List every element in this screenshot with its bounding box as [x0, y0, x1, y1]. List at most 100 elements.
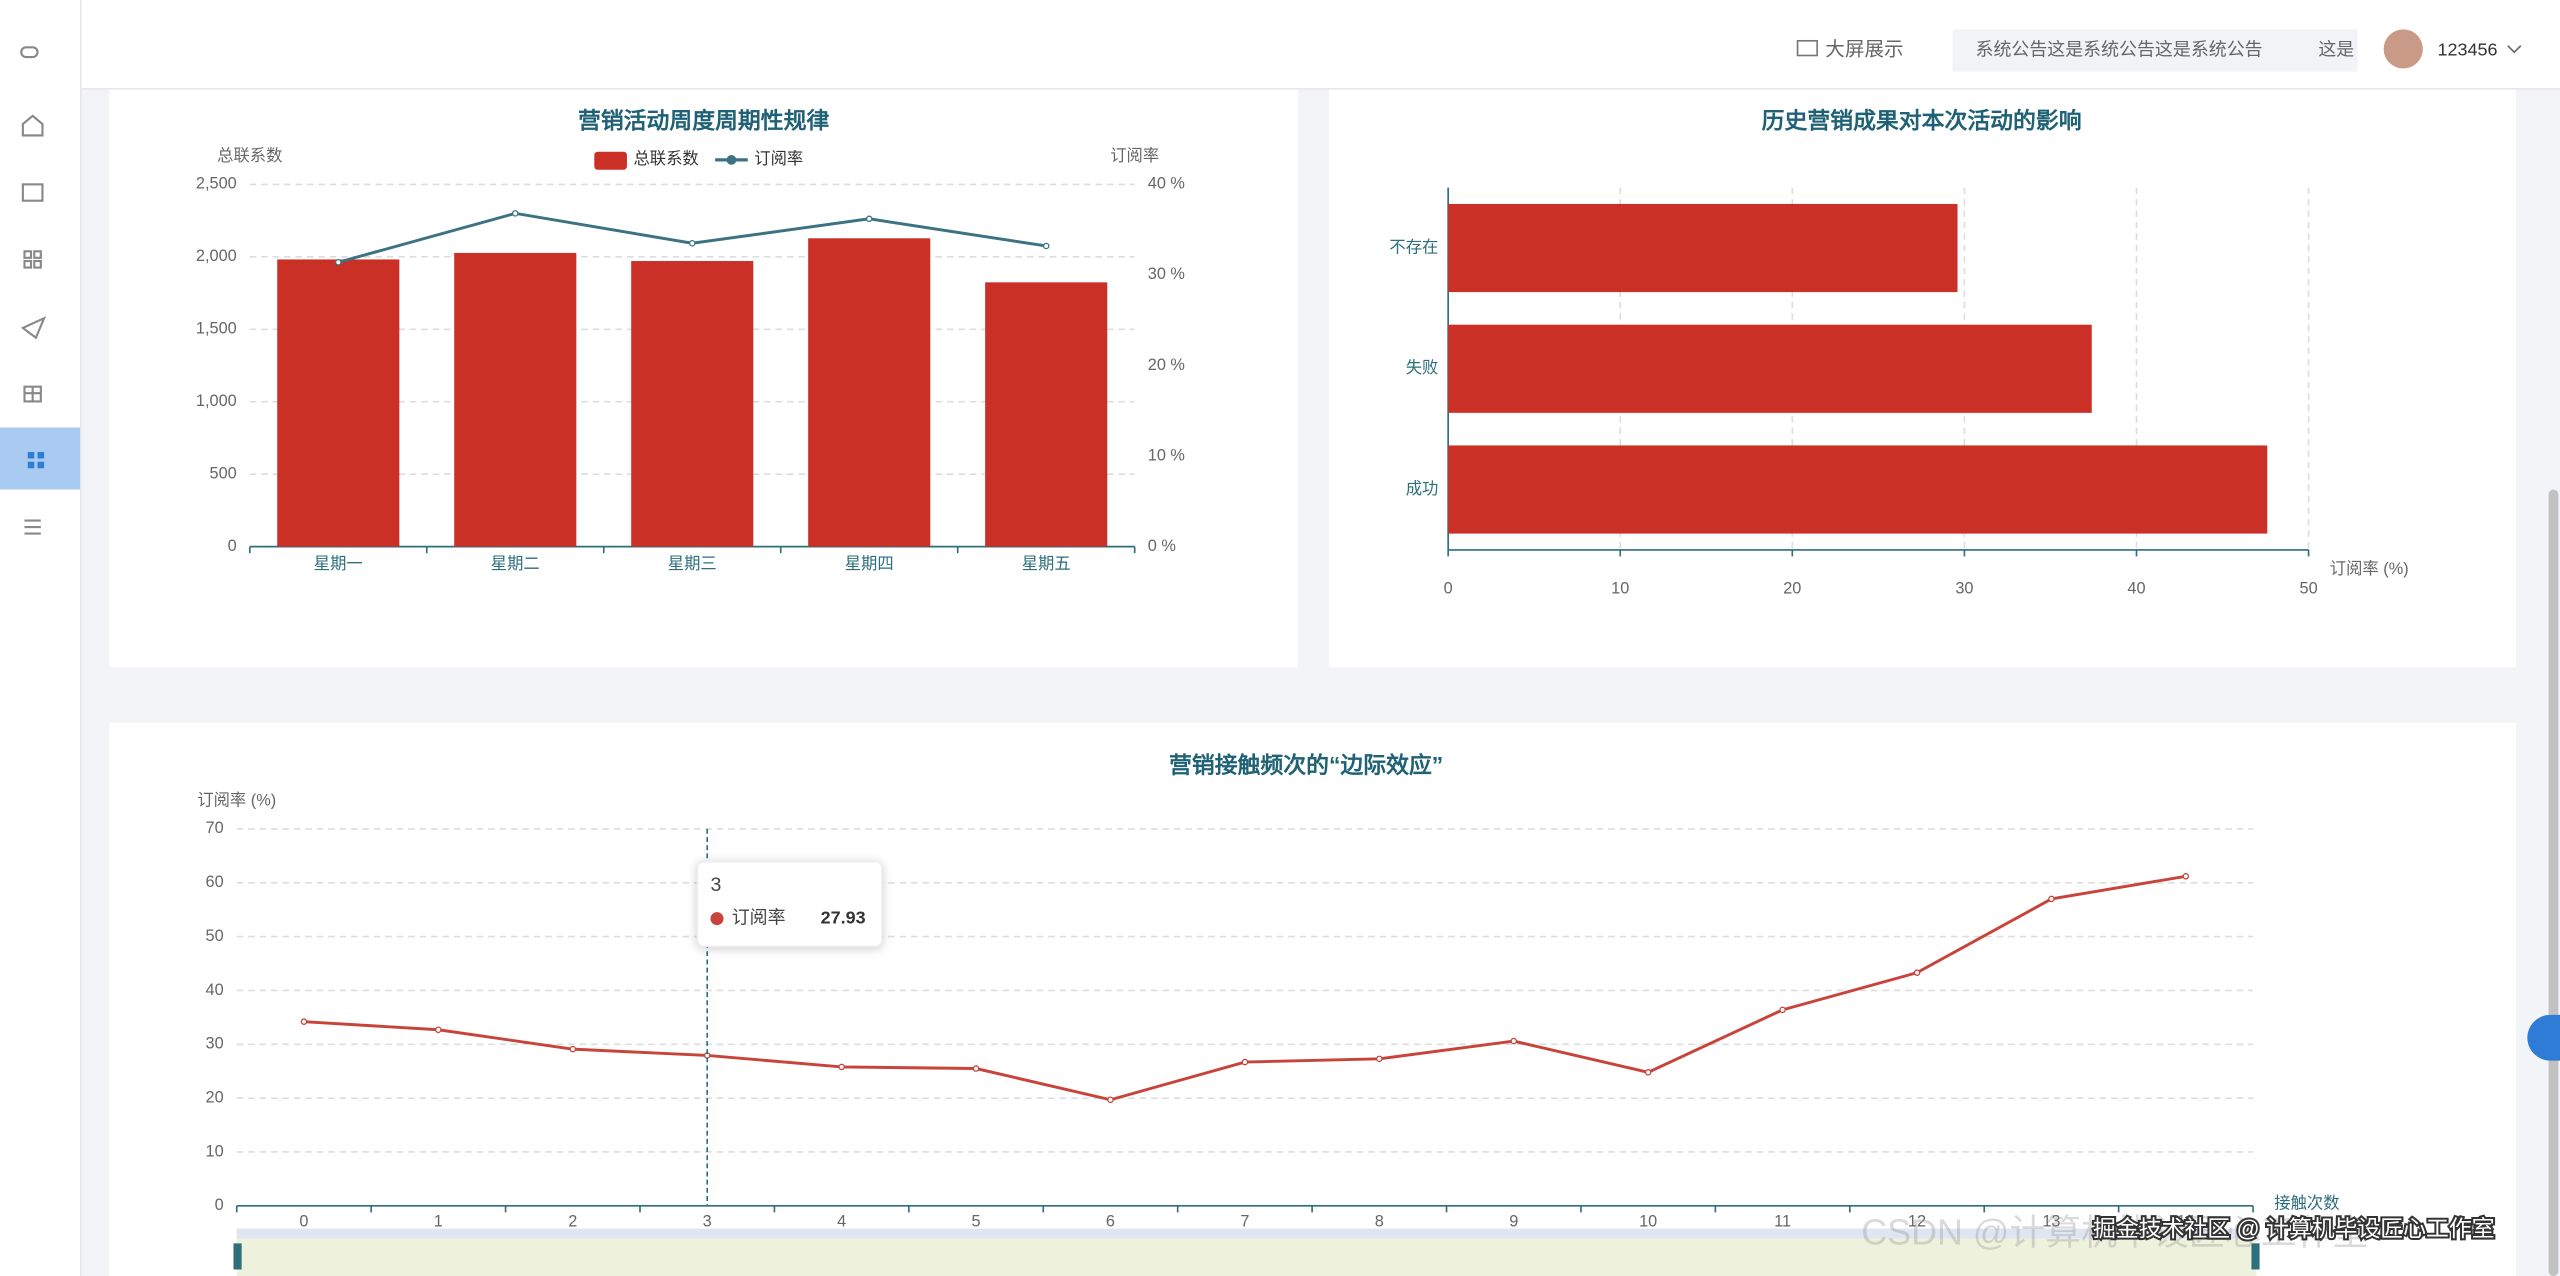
big-screen-link[interactable]: 大屏展示 — [1825, 39, 1903, 61]
avatar[interactable] — [2383, 29, 2423, 69]
x-tick-label: 0 — [299, 1212, 308, 1230]
point — [1376, 1055, 1383, 1063]
x-tick-label: 2 — [568, 1212, 577, 1230]
legend-label: 订阅率 — [754, 150, 803, 168]
notice-bar — [1952, 29, 2358, 72]
chart-title: 营销活动周度周期性规律 — [578, 107, 830, 133]
bar — [1448, 324, 2092, 413]
y-tick-label: 30 — [206, 1035, 224, 1053]
zoom-handle[interactable] — [233, 1243, 242, 1270]
point — [1042, 242, 1050, 250]
tooltip-series: 订阅率 — [732, 907, 786, 927]
legend-label: 总联系数 — [633, 150, 698, 168]
x-tick-label: 9 — [1509, 1212, 1518, 1230]
zoom-track — [236, 1228, 2257, 1239]
y-tick-label: 0 — [228, 537, 237, 555]
x-tick-label: 20 — [1783, 579, 1801, 597]
x-tick-label: 1 — [434, 1212, 443, 1230]
header-border — [81, 88, 2560, 90]
x-tick-label: 星期三 — [668, 555, 717, 573]
grid-icon[interactable] — [23, 250, 42, 269]
notice-text: 系统公告这是系统公告这是系统公告 — [1976, 39, 2263, 59]
bar — [1448, 203, 1958, 293]
apps-icon[interactable] — [23, 385, 42, 403]
card-icon[interactable] — [21, 183, 44, 202]
x-tick-label: 星期一 — [314, 555, 363, 573]
point — [2182, 873, 2190, 880]
notice-tail: 这是 — [2318, 39, 2354, 59]
list-icon[interactable] — [24, 519, 41, 535]
point — [688, 239, 696, 247]
bar — [808, 238, 931, 547]
y-axis-name: 总联系数 — [217, 147, 282, 165]
home-icon[interactable] — [21, 114, 44, 137]
y-tick-label: 70 — [206, 819, 224, 837]
y-tick-label: 成功 — [1406, 480, 1439, 498]
collapse-tab[interactable] — [2527, 1014, 2560, 1061]
x-tick-label: 7 — [1240, 1212, 1249, 1230]
chart-title: 历史营销成果对本次活动的影响 — [1762, 107, 2082, 133]
point — [512, 210, 519, 217]
x-tick-label: 11 — [1774, 1212, 1791, 1230]
y-tick-label: 50 — [206, 927, 224, 945]
x-tick-label: 0 — [1444, 579, 1453, 597]
legend-swatch — [726, 155, 737, 165]
y2-axis-name: 订阅率 — [1110, 147, 1159, 165]
tooltip-title: 3 — [710, 874, 721, 896]
y-axis-name: 订阅率 (%) — [197, 791, 276, 809]
x-axis-name: 接触次数 — [2274, 1195, 2339, 1213]
bar — [985, 282, 1108, 547]
tooltip — [696, 860, 883, 948]
x-tick-label: 4 — [837, 1212, 846, 1230]
bar — [631, 261, 754, 547]
y-tick-label: 500 — [210, 464, 237, 482]
scrollbar[interactable] — [2548, 489, 2559, 1276]
point — [1644, 1069, 1652, 1076]
point — [1107, 1096, 1114, 1104]
x-tick-label: 星期四 — [845, 555, 894, 573]
zoom-handle[interactable] — [2251, 1243, 2260, 1270]
x-tick-label: 星期五 — [1022, 555, 1071, 573]
send-icon[interactable] — [20, 316, 47, 340]
y-tick-label: 20 — [206, 1088, 224, 1106]
point — [1913, 969, 1921, 976]
legend-swatch — [594, 151, 627, 170]
x-tick-label: 6 — [1106, 1212, 1115, 1230]
bar — [277, 259, 400, 547]
y-tick-label: 60 — [206, 873, 224, 891]
y-tick-label: 2,000 — [196, 247, 237, 265]
x-axis-name: 订阅率 (%) — [2330, 560, 2409, 578]
watermark: 掘金技术社区 @ 计算机毕设匠心工作室 — [2093, 1215, 2495, 1241]
sidebar-icons — [20, 46, 47, 535]
x-tick-label: 5 — [972, 1212, 981, 1230]
y2-tick-label: 10 % — [1148, 446, 1185, 464]
tooltip-value: 27.93 — [821, 907, 866, 927]
point — [335, 259, 342, 266]
x-tick-label: 星期二 — [491, 555, 540, 573]
user-name[interactable]: 123456 — [2438, 39, 2498, 59]
x-tick-label: 50 — [2299, 579, 2317, 597]
y-tick-label: 0 — [215, 1196, 224, 1214]
sidebar — [0, 0, 80, 1276]
y2-tick-label: 0 % — [1148, 537, 1176, 555]
chart-title: 营销接触频次的“边际效应” — [1169, 752, 1443, 778]
y-tick-label: 1,000 — [196, 392, 237, 410]
active-icon — [27, 451, 45, 469]
point — [1241, 1058, 1249, 1066]
user-caret[interactable] — [2507, 45, 2522, 54]
y-tick-label: 2,500 — [196, 175, 237, 193]
point — [1510, 1037, 1518, 1045]
point — [2048, 895, 2055, 903]
y-tick-label: 40 — [206, 981, 224, 999]
point — [300, 1018, 308, 1025]
x-tick-label: 13 — [2042, 1212, 2060, 1230]
tooltip-dot — [710, 912, 724, 926]
toggle-icon[interactable] — [20, 46, 39, 59]
y-tick-label: 10 — [206, 1142, 224, 1160]
point — [569, 1045, 577, 1053]
watermark: CSDN @计算机毕设匠心工作室 — [1861, 1213, 2368, 1253]
point — [1779, 1006, 1786, 1014]
